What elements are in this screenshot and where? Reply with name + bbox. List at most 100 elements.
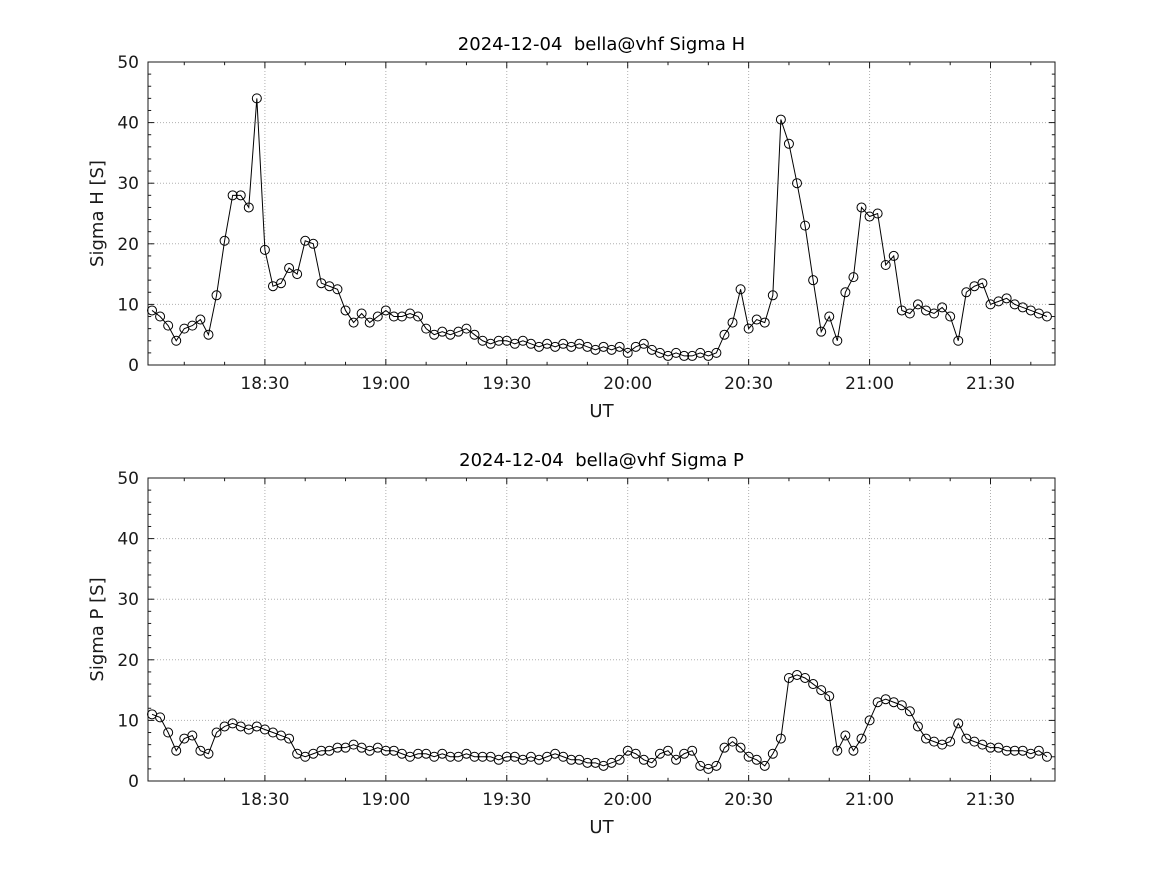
data-point-marker: [493, 335, 504, 346]
data-point-marker: [372, 311, 383, 322]
data-point-marker: [824, 311, 835, 322]
data-point-marker: [961, 287, 972, 298]
data-point-marker: [171, 335, 182, 346]
x-tick-label: 21:00: [845, 790, 894, 810]
data-point-marker: [235, 190, 246, 201]
data-point-marker: [1041, 751, 1052, 762]
data-point-marker: [671, 754, 682, 765]
data-point-marker: [413, 748, 424, 759]
data-point-marker: [187, 730, 198, 741]
data-point-marker: [163, 727, 174, 738]
bottom-chart-y-axis-label: Sigma P [S]: [87, 577, 108, 681]
data-point-marker: [751, 754, 762, 765]
data-point-marker: [614, 754, 625, 765]
chart-1: 18:30 19:00 19:30 20:00 20:30 21:00 21:30 0 10 20…: [117, 469, 1056, 810]
data-point-marker: [1001, 745, 1012, 756]
data-point-marker: [614, 341, 625, 352]
x-tick-label: 20:00: [603, 374, 652, 394]
y-tick-label: 50: [117, 53, 139, 73]
data-point-marker: [904, 308, 915, 319]
data-point-marker: [808, 679, 819, 690]
data-point-marker: [276, 278, 287, 289]
data-point-marker: [856, 202, 867, 213]
data-point-marker: [663, 745, 674, 756]
data-point-marker: [203, 748, 214, 759]
data-point-marker: [679, 350, 690, 361]
data-point-marker: [1009, 745, 1020, 756]
data-point-marker: [171, 745, 182, 756]
data-point-marker: [638, 338, 649, 349]
top-chart-title: 2024-12-04 bella@vhf Sigma H: [458, 34, 745, 55]
data-point-marker: [840, 730, 851, 741]
data-point-marker: [719, 742, 730, 753]
x-tick-label: 21:00: [845, 374, 894, 394]
x-tick-label: 19:30: [482, 374, 531, 394]
data-point-marker: [759, 317, 770, 328]
data-point-marker: [767, 748, 778, 759]
data-point-marker: [646, 757, 657, 768]
data-point-marker: [816, 685, 827, 696]
data-point-marker: [219, 235, 230, 246]
bottom-chart-title: 2024-12-04 bella@vhf Sigma P: [459, 450, 744, 471]
data-point-marker: [413, 311, 424, 322]
data-point-marker: [727, 317, 738, 328]
data-point-marker: [929, 308, 940, 319]
data-point-marker: [1041, 311, 1052, 322]
data-point-marker: [147, 305, 158, 316]
data-point-marker: [187, 320, 198, 331]
y-tick-label: 10: [117, 711, 139, 731]
data-point-marker: [380, 305, 391, 316]
data-point-marker: [775, 114, 786, 125]
data-point-marker: [364, 317, 375, 328]
data-point-marker: [477, 751, 488, 762]
data-point-marker: [582, 757, 593, 768]
y-tick-label: 30: [117, 590, 139, 610]
data-point-marker: [630, 748, 641, 759]
data-line: [151, 674, 1048, 770]
data-point-marker: [985, 742, 996, 753]
data-point-marker: [872, 208, 883, 219]
data-point-marker: [421, 323, 432, 334]
plots-layer: 18:30 19:00 19:30 20:00 20:30 21:00 21:30 0 10 20…: [117, 53, 1056, 810]
y-tick-label: 10: [117, 295, 139, 315]
x-tick-label: 20:30: [724, 790, 773, 810]
data-point-marker: [445, 751, 456, 762]
data-point-marker: [727, 736, 738, 747]
data-point-marker: [340, 305, 351, 316]
data-point-marker: [977, 278, 988, 289]
top-chart-y-axis-label: Sigma H [S]: [87, 160, 108, 267]
x-tick-label: 20:30: [724, 374, 773, 394]
data-point-marker: [711, 347, 722, 358]
data-point-marker: [292, 269, 303, 280]
data-point-marker: [792, 178, 803, 189]
data-point-marker: [203, 329, 214, 340]
y-tick-label: 0: [128, 356, 139, 376]
data-point-marker: [211, 727, 222, 738]
data-point-marker: [251, 93, 262, 104]
data-point-marker: [1033, 745, 1044, 756]
data-point-marker: [380, 745, 391, 756]
data-point-marker: [953, 335, 964, 346]
data-point-marker: [155, 311, 166, 322]
data-point-marker: [832, 745, 843, 756]
bottom-chart-x-axis-label: UT: [589, 817, 614, 838]
data-point-marker: [767, 290, 778, 301]
data-point-marker: [888, 250, 899, 261]
data-point-marker: [848, 745, 859, 756]
data-point-marker: [743, 323, 754, 334]
data-point-marker: [356, 308, 367, 319]
data-point-marker: [800, 220, 811, 231]
data-point-marker: [953, 718, 964, 729]
y-tick-label: 30: [117, 174, 139, 194]
x-tick-label: 20:00: [603, 790, 652, 810]
data-point-marker: [195, 314, 206, 325]
data-point-marker: [896, 700, 907, 711]
axes-box: [147, 61, 1056, 366]
data-point-marker: [284, 263, 295, 274]
data-point-marker: [775, 733, 786, 744]
data-point-marker: [945, 311, 956, 322]
data-point-marker: [469, 329, 480, 340]
data-point-marker: [783, 138, 794, 149]
